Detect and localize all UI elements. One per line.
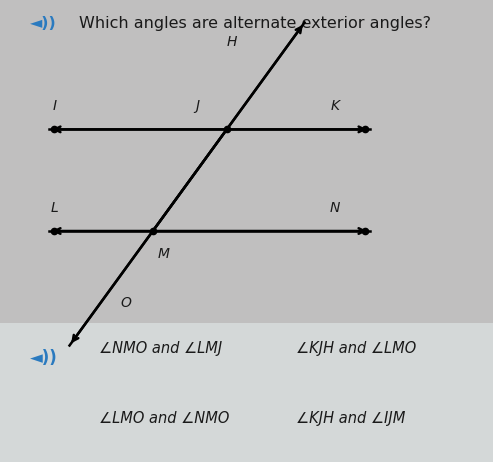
Text: Which angles are alternate exterior angles?: Which angles are alternate exterior angl… xyxy=(79,16,431,31)
Text: ◄)): ◄)) xyxy=(30,349,57,367)
Text: ∠LMO and ∠NMO: ∠LMO and ∠NMO xyxy=(99,411,229,426)
Text: O: O xyxy=(121,296,132,310)
Text: K: K xyxy=(331,99,340,113)
Text: I: I xyxy=(52,99,56,113)
Text: N: N xyxy=(330,201,341,215)
Text: L: L xyxy=(50,201,58,215)
Text: ∠NMO and ∠LMJ: ∠NMO and ∠LMJ xyxy=(99,341,222,356)
Text: ◄)): ◄)) xyxy=(30,16,56,31)
Text: ∠KJH and ∠IJM: ∠KJH and ∠IJM xyxy=(296,411,405,426)
FancyBboxPatch shape xyxy=(0,323,493,462)
Text: M: M xyxy=(158,247,170,261)
Text: J: J xyxy=(195,99,199,113)
Text: H: H xyxy=(226,35,237,49)
Text: ∠KJH and ∠LMO: ∠KJH and ∠LMO xyxy=(296,341,416,356)
